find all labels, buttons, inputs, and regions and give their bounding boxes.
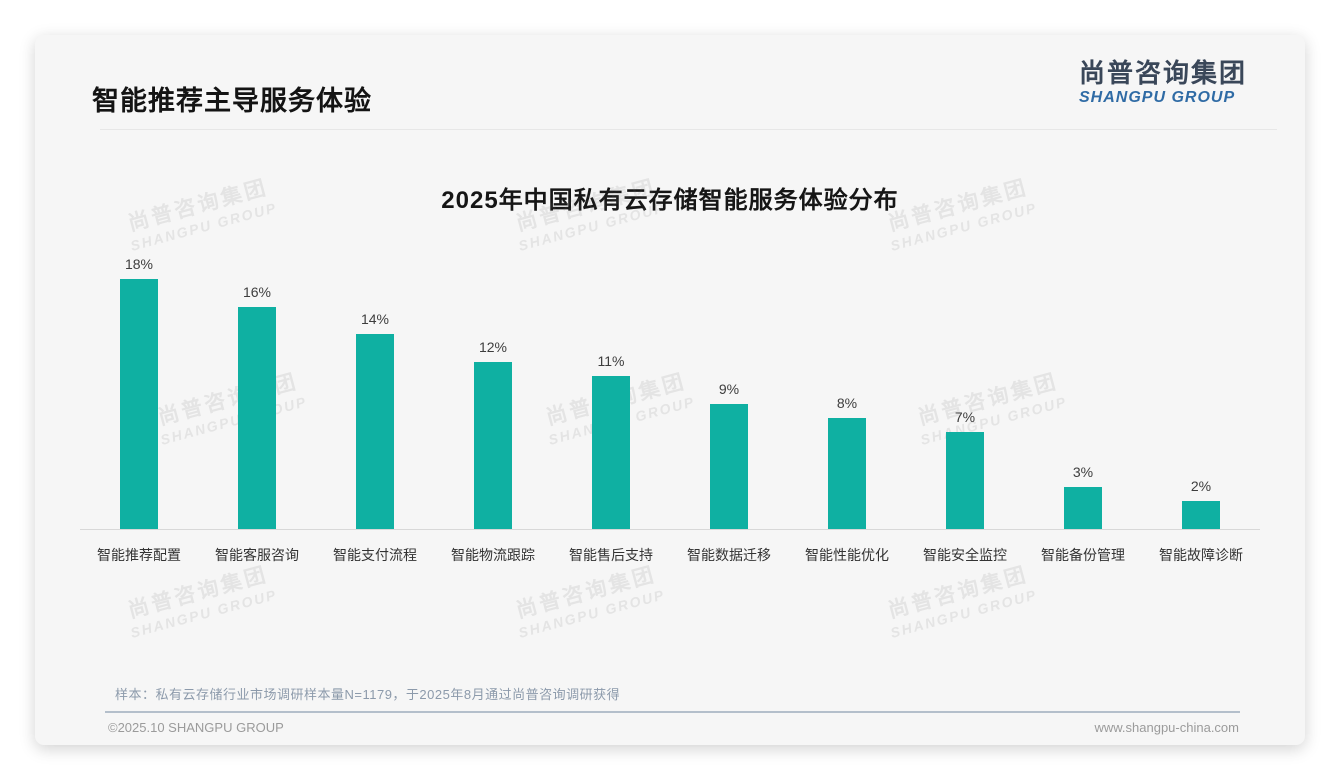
footer-divider (105, 711, 1240, 713)
bar-value-label: 18% (124, 255, 154, 272)
bar (592, 376, 630, 529)
category-label: 智能客服咨询 (215, 547, 299, 563)
bar-column: 3% (1024, 464, 1142, 529)
company-logo: 尚普咨询集团 SHANGPU GROUP (1079, 59, 1247, 106)
bar-value-label: 12% (478, 339, 508, 356)
bar-column: 9% (670, 381, 788, 529)
bar (1182, 501, 1220, 529)
watermark-en: SHANGPU GROUP (128, 586, 279, 642)
bar-column: 11% (552, 353, 670, 529)
sample-note: 样本：私有云存储行业市场调研样本量N=1179，于2025年8月通过尚普咨询调研… (115, 687, 621, 702)
slide-card: 智能推荐主导服务体验 尚普咨询集团 SHANGPU GROUP 2025年中国私… (35, 35, 1305, 745)
bar-value-label: 3% (1072, 464, 1094, 481)
category-label: 智能数据迁移 (687, 547, 771, 563)
bar (828, 417, 866, 529)
bar-value-label: 2% (1190, 478, 1212, 495)
bar-column: 7% (906, 409, 1024, 529)
watermark-cn: 尚普咨询集团 (885, 563, 1031, 623)
bar-value-label: 14% (360, 311, 390, 328)
category-label: 智能推荐配置 (97, 547, 181, 563)
category-label: 智能售后支持 (569, 547, 653, 563)
x-axis-category-labels: 智能推荐配置 智能客服咨询 智能支付流程 智能物流跟踪 智能售后支持 智能数据迁移 智能性能… (80, 530, 1260, 565)
chart-title: 2025年中国私有云存储智能服务体验分布 (441, 187, 899, 214)
watermark-cn: 尚普咨询集团 (125, 563, 271, 623)
bar-column: 18% (80, 256, 198, 529)
bar-column: 16% (198, 284, 316, 529)
bar-column: 2% (1142, 478, 1260, 529)
bar-value-label: 7% (954, 408, 976, 425)
bar (710, 403, 748, 529)
category-label: 智能物流跟踪 (451, 547, 535, 563)
logo-chinese-text: 尚普咨询集团 (1078, 58, 1247, 88)
category-label: 智能性能优化 (805, 547, 889, 563)
bar-value-label: 8% (836, 394, 858, 411)
bar (474, 362, 512, 529)
bar (238, 306, 276, 529)
watermark-en: SHANGPU GROUP (516, 586, 667, 642)
bar-column: 14% (316, 311, 434, 529)
copyright-text: ©2025.10 SHANGPU GROUP (108, 720, 284, 735)
logo-english-text: SHANGPU GROUP (1078, 88, 1236, 106)
category-label: 智能支付流程 (333, 547, 417, 563)
website-text: www.shangpu-china.com (1094, 720, 1239, 735)
page-title: 智能推荐主导服务体验 (92, 86, 372, 116)
watermark-en: SHANGPU GROUP (888, 586, 1039, 642)
footer: ©2025.10 SHANGPU GROUP www.shangpu-china… (108, 720, 1239, 735)
category-label: 智能安全监控 (923, 547, 1007, 563)
bar-value-label: 16% (242, 283, 272, 300)
bar-chart-plot-area: 18% 16% 14% 12% 11% 9% 8% 7% 3% 2% (80, 235, 1260, 530)
bar-value-label: 11% (597, 353, 625, 370)
bar-value-label: 9% (718, 380, 740, 397)
header: 智能推荐主导服务体验 尚普咨询集团 SHANGPU GROUP (35, 35, 1305, 118)
category-label: 智能故障诊断 (1159, 547, 1243, 563)
bar (356, 334, 394, 529)
bar (946, 431, 984, 529)
bar (120, 278, 158, 529)
bar-column: 8% (788, 395, 906, 529)
bar-column: 12% (434, 339, 552, 529)
category-label: 智能备份管理 (1041, 547, 1125, 563)
bar (1064, 487, 1102, 529)
header-divider (100, 129, 1277, 130)
watermark-cn: 尚普咨询集团 (513, 563, 659, 623)
